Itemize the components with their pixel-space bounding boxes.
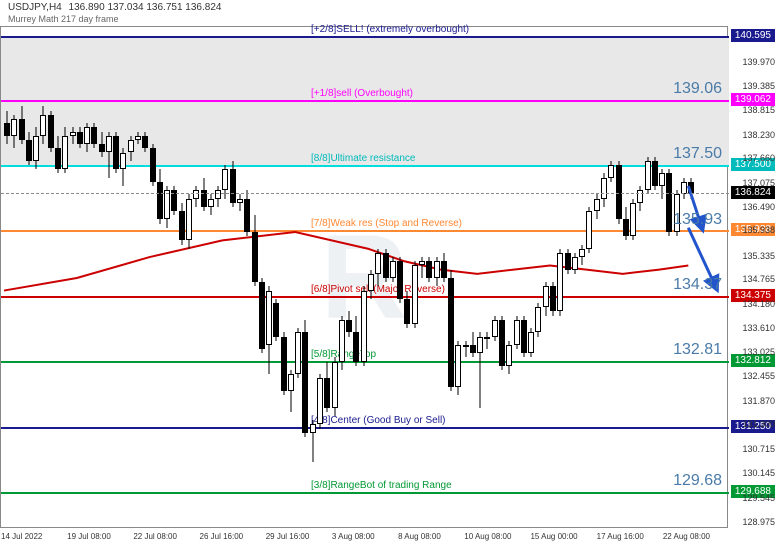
y-tick: 138.230: [742, 130, 775, 140]
big-price-label: 134.37: [673, 276, 722, 294]
x-tick: 22 Jul 08:00: [133, 532, 177, 541]
y-tick: 134.765: [742, 274, 775, 284]
indicator-label: Murrey Math 217 day frame: [8, 14, 119, 24]
x-tick: 29 Jul 16:00: [266, 532, 310, 541]
y-tick: 130.145: [742, 468, 775, 478]
y-tick: 128.975: [742, 517, 775, 527]
y-tick: 138.815: [742, 105, 775, 115]
current-price: 136.824: [731, 186, 775, 199]
x-tick: 8 Aug 08:00: [398, 532, 441, 541]
chart-container: USDJPY,H4 136.890 137.034 136.751 136.82…: [0, 0, 782, 553]
x-tick: 3 Aug 08:00: [332, 532, 375, 541]
chart-header: USDJPY,H4 136.890 137.034 136.751 136.82…: [8, 2, 221, 13]
y-tick: 139.385: [742, 81, 775, 91]
x-tick: 22 Aug 08:00: [663, 532, 710, 541]
big-price-label: 139.06: [673, 80, 722, 98]
arrows: [1, 27, 729, 529]
y-tick: 131.300: [742, 419, 775, 429]
y-tick: 135.335: [742, 251, 775, 261]
y-tick: 133.025: [742, 347, 775, 357]
y-tick: 133.610: [742, 323, 775, 333]
y-tick: 130.715: [742, 444, 775, 454]
pair-label: USDJPY,H4: [8, 2, 62, 13]
y-tick: 136.490: [742, 202, 775, 212]
y-tick: 139.970: [742, 57, 775, 67]
y-tick: 129.545: [742, 493, 775, 503]
x-tick: 15 Aug 00:00: [530, 532, 577, 541]
murrey-price: 139.062: [731, 93, 775, 106]
x-tick: 17 Aug 16:00: [597, 532, 644, 541]
x-tick: 10 Aug 08:00: [464, 532, 511, 541]
big-price-label: 137.50: [673, 145, 722, 163]
big-price-label: 132.81: [673, 341, 722, 359]
y-tick: 137.660: [742, 153, 775, 163]
big-price-label: 135.93: [673, 211, 722, 229]
plot-area[interactable]: R [+2/8]SELL! (extremely overbought)140.…: [0, 26, 728, 528]
y-tick: 134.180: [742, 299, 775, 309]
big-price-label: 129.68: [673, 472, 722, 490]
y-tick: 135.938: [742, 225, 775, 235]
y-tick: 131.870: [742, 396, 775, 406]
ohlc-label: 136.890 137.034 136.751 136.824: [69, 2, 222, 13]
x-tick: 26 Jul 16:00: [200, 532, 244, 541]
x-tick: 19 Jul 08:00: [67, 532, 111, 541]
y-tick: 132.455: [742, 371, 775, 381]
x-tick: 14 Jul 2022: [1, 532, 42, 541]
murrey-price: 140.595: [731, 29, 775, 42]
